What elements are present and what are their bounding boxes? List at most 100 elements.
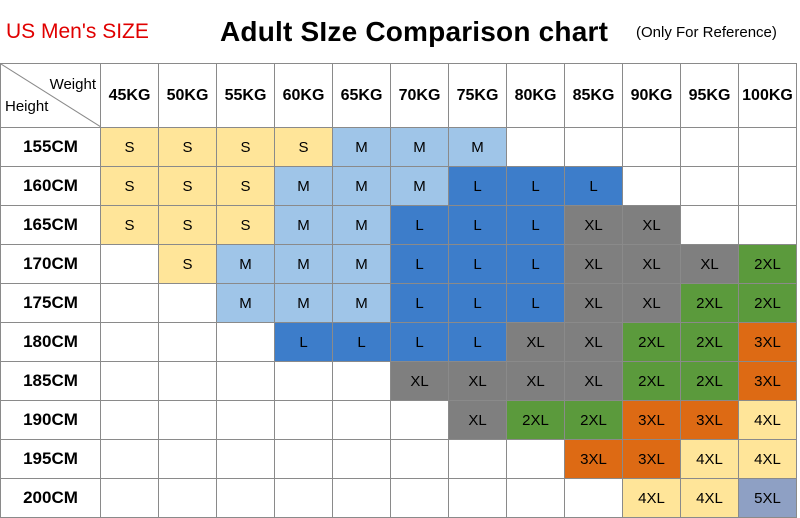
size-cell: XL bbox=[390, 361, 449, 401]
empty-cell bbox=[100, 283, 159, 323]
size-cell: L bbox=[274, 322, 333, 362]
table-row: 160CM S S S M M M L L L bbox=[0, 166, 797, 206]
size-cell: L bbox=[448, 205, 507, 245]
size-cell: S bbox=[100, 166, 159, 206]
empty-cell bbox=[390, 439, 449, 479]
empty-cell bbox=[332, 439, 391, 479]
empty-cell bbox=[622, 166, 681, 206]
size-cell: 2XL bbox=[506, 400, 565, 440]
size-cell: 3XL bbox=[622, 439, 681, 479]
size-cell: L bbox=[448, 244, 507, 284]
reference-note: (Only For Reference) bbox=[636, 24, 777, 41]
size-cell: M bbox=[390, 166, 449, 206]
size-cell: M bbox=[216, 244, 275, 284]
empty-cell bbox=[158, 361, 217, 401]
size-cell: 2XL bbox=[622, 322, 681, 362]
weight-column-header: 70KG bbox=[390, 63, 449, 128]
size-cell: M bbox=[274, 166, 333, 206]
table-row: 180CM L L L L XL XL 2XL 2XL 3XL bbox=[0, 322, 797, 362]
size-cell: L bbox=[564, 166, 623, 206]
size-cell: XL bbox=[680, 244, 739, 284]
empty-cell bbox=[216, 439, 275, 479]
size-cell: S bbox=[274, 127, 333, 167]
size-cell: S bbox=[158, 127, 217, 167]
size-cell: S bbox=[100, 127, 159, 167]
size-cell: L bbox=[506, 205, 565, 245]
empty-cell bbox=[274, 400, 333, 440]
size-cell: XL bbox=[448, 361, 507, 401]
empty-cell bbox=[274, 478, 333, 518]
empty-cell bbox=[158, 322, 217, 362]
weight-column-header: 80KG bbox=[506, 63, 565, 128]
empty-cell bbox=[216, 400, 275, 440]
empty-cell bbox=[564, 127, 623, 167]
size-cell: S bbox=[158, 205, 217, 245]
size-cell: L bbox=[448, 166, 507, 206]
empty-cell bbox=[274, 439, 333, 479]
size-cell: M bbox=[332, 166, 391, 206]
weight-column-header: 95KG bbox=[680, 63, 739, 128]
size-cell: XL bbox=[622, 205, 681, 245]
size-cell: 2XL bbox=[680, 283, 739, 323]
empty-cell bbox=[390, 400, 449, 440]
empty-cell bbox=[448, 478, 507, 518]
weight-column-header: 60KG bbox=[274, 63, 333, 128]
size-cell: XL bbox=[564, 361, 623, 401]
size-cell: L bbox=[506, 166, 565, 206]
empty-cell bbox=[390, 478, 449, 518]
size-cell: L bbox=[506, 283, 565, 323]
us-mens-size-label: US Men's SIZE bbox=[6, 20, 149, 43]
size-cell: L bbox=[390, 322, 449, 362]
empty-cell bbox=[216, 361, 275, 401]
size-cell: 4XL bbox=[738, 439, 797, 479]
size-cell: 4XL bbox=[680, 439, 739, 479]
size-cell: XL bbox=[564, 205, 623, 245]
size-cell: L bbox=[390, 283, 449, 323]
size-cell: S bbox=[216, 205, 275, 245]
table-row: 170CM S M M M L L L XL XL XL 2XL bbox=[0, 244, 797, 284]
empty-cell bbox=[622, 127, 681, 167]
size-cell: 2XL bbox=[738, 244, 797, 284]
height-row-header: 190CM bbox=[0, 400, 101, 440]
empty-cell bbox=[100, 478, 159, 518]
size-cell: S bbox=[216, 127, 275, 167]
empty-cell bbox=[158, 478, 217, 518]
empty-cell bbox=[738, 127, 797, 167]
size-cell: M bbox=[448, 127, 507, 167]
weight-axis-label: Weight bbox=[49, 76, 96, 93]
size-cell: M bbox=[274, 205, 333, 245]
empty-cell bbox=[738, 166, 797, 206]
height-row-header: 175CM bbox=[0, 283, 101, 323]
empty-cell bbox=[216, 322, 275, 362]
size-cell: M bbox=[274, 283, 333, 323]
size-cell: S bbox=[216, 166, 275, 206]
table-row: 190CM XL 2XL 2XL 3XL 3XL 4XL bbox=[0, 400, 797, 440]
empty-cell bbox=[274, 361, 333, 401]
size-cell: XL bbox=[564, 322, 623, 362]
size-cell: 2XL bbox=[564, 400, 623, 440]
empty-cell bbox=[680, 127, 739, 167]
empty-cell bbox=[332, 478, 391, 518]
weight-column-header: 55KG bbox=[216, 63, 275, 128]
size-cell: L bbox=[390, 244, 449, 284]
size-cell: M bbox=[216, 283, 275, 323]
weight-column-header: 50KG bbox=[158, 63, 217, 128]
size-cell: 2XL bbox=[680, 361, 739, 401]
weight-header-row: Weight Height 45KG 50KG 55KG 60KG 65KG 70KG 75… bbox=[0, 63, 797, 128]
corner-cell: Weight Height bbox=[0, 63, 101, 128]
size-cell: M bbox=[332, 127, 391, 167]
empty-cell bbox=[100, 361, 159, 401]
size-cell: 4XL bbox=[738, 400, 797, 440]
size-cell: 3XL bbox=[564, 439, 623, 479]
height-row-header: 165CM bbox=[0, 205, 101, 245]
size-cell: M bbox=[332, 205, 391, 245]
size-cell: S bbox=[158, 166, 217, 206]
empty-cell bbox=[448, 439, 507, 479]
empty-cell bbox=[100, 244, 159, 284]
size-comparison-table: Weight Height 45KG 50KG 55KG 60KG 65KG 70KG 75… bbox=[0, 63, 797, 518]
size-cell: XL bbox=[506, 361, 565, 401]
size-cell: 2XL bbox=[622, 361, 681, 401]
empty-cell bbox=[738, 205, 797, 245]
empty-cell bbox=[158, 439, 217, 479]
empty-cell bbox=[506, 439, 565, 479]
